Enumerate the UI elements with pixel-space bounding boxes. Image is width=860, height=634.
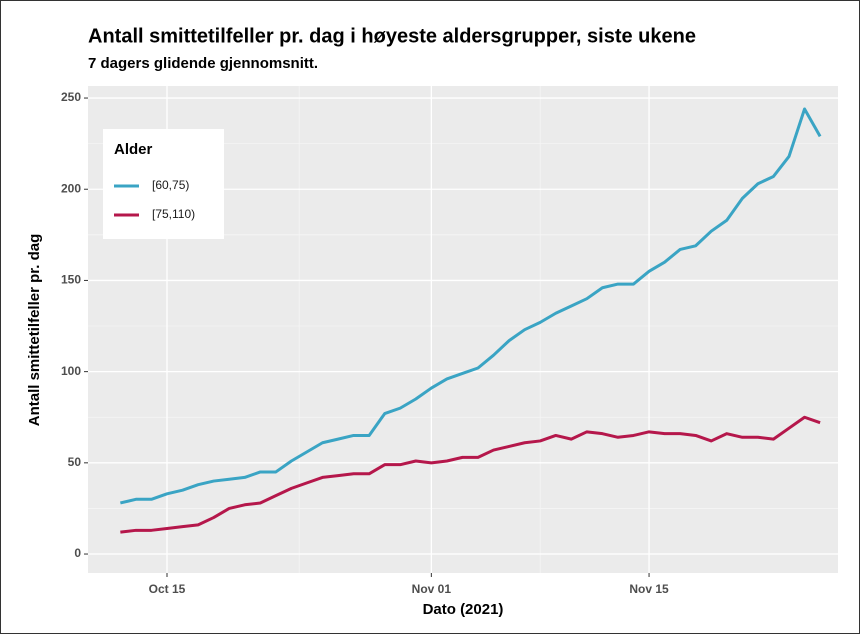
- grid: [88, 86, 838, 573]
- y-tick-label: 100: [61, 364, 81, 378]
- y-axis-title: Antall smittetilfeller pr. dag: [26, 234, 43, 427]
- series-line: [120, 107, 822, 505]
- chart-subtitle: 7 dagers glidende gjennomsnitt.: [88, 55, 318, 72]
- series-line: [120, 415, 821, 534]
- legend-box: [103, 129, 224, 239]
- y-tick-label: 50: [68, 455, 82, 469]
- y-tick-label: 250: [61, 90, 81, 104]
- legend-label: [75,110): [152, 207, 195, 221]
- y-tick-label: 0: [74, 546, 81, 560]
- lines: [120, 107, 822, 534]
- x-tick-label: Nov 01: [412, 582, 452, 596]
- legend: Alder [60,75) [75,110): [103, 129, 224, 239]
- y-tick-label: 200: [61, 181, 81, 195]
- chart-title: Antall smittetilfeller pr. dag i høyeste…: [88, 25, 696, 47]
- y-tick-label: 150: [61, 273, 81, 287]
- legend-label: [60,75): [152, 178, 189, 192]
- x-axis-title: Dato (2021): [423, 601, 504, 618]
- legend-title: Alder: [114, 141, 153, 158]
- x-tick-label: Nov 15: [629, 582, 669, 596]
- x-tick-label: Oct 15: [149, 582, 186, 596]
